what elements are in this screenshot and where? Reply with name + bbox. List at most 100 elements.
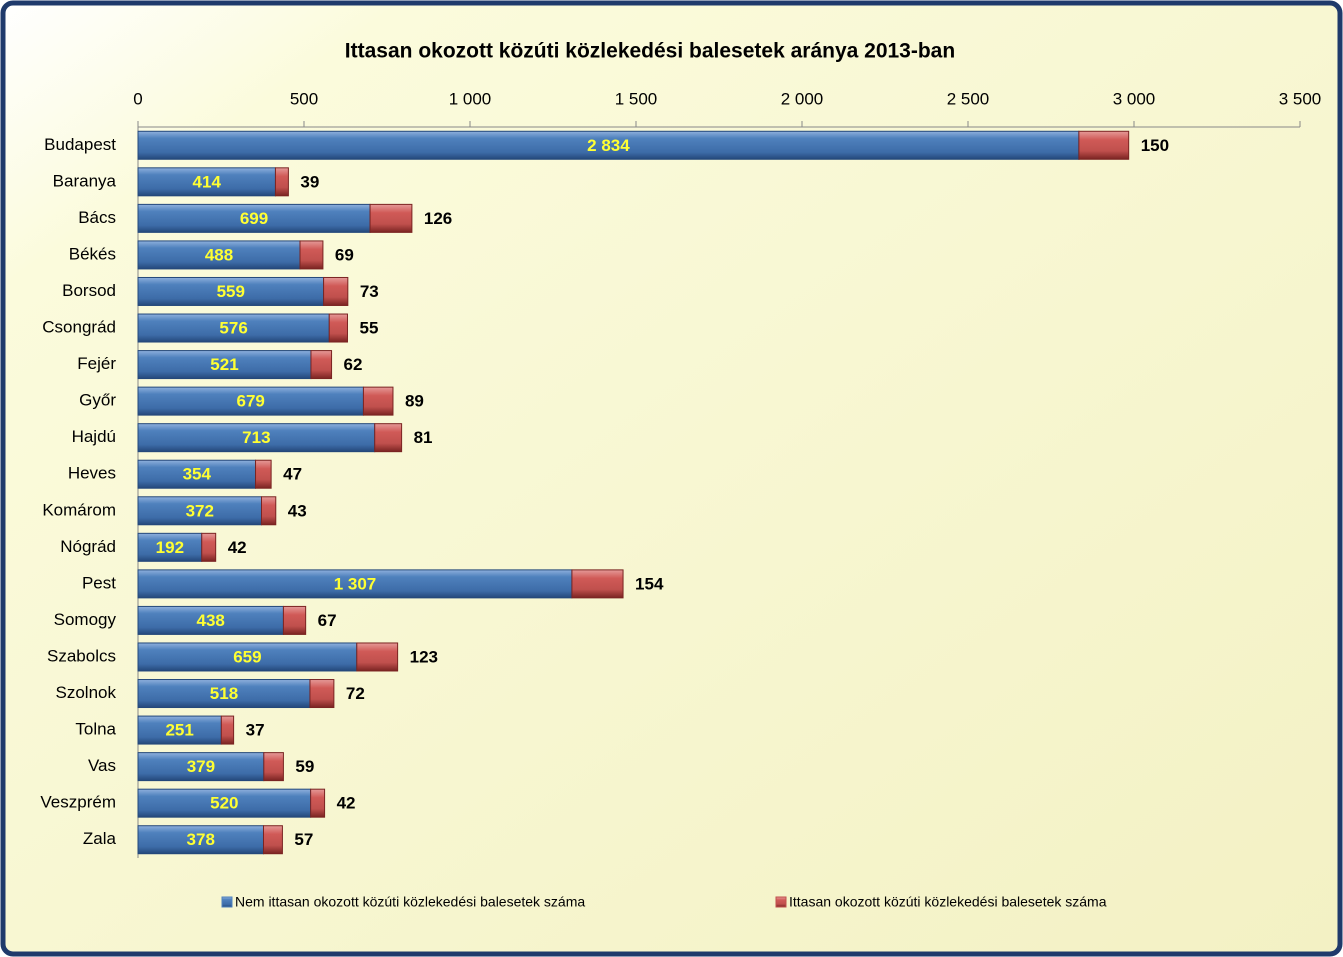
bar-segment [328,313,348,343]
data-label: 679 [237,392,265,411]
y-tick-label: Vas [88,756,116,775]
data-label: 150 [1141,136,1169,155]
data-label: 251 [165,721,193,740]
y-tick-label: Heves [68,464,116,483]
y-tick-label: Békés [69,244,116,263]
bar-segment [1078,130,1130,160]
bar-segment [137,203,371,233]
x-tick-label: 500 [290,89,318,108]
y-tick-label: Zala [83,829,117,848]
data-label: 713 [242,428,270,447]
data-label: 576 [219,319,247,338]
y-tick-label: Tolna [75,720,116,739]
data-label: 39 [300,172,319,191]
bar-segment [137,825,264,855]
y-tick-label: Hajdú [72,427,116,446]
bar-segment [201,532,217,562]
bar-segment [369,203,413,233]
bar-segment [299,240,324,270]
data-label: 521 [210,355,238,374]
bar-segment [356,642,399,672]
bar-segment [263,752,284,782]
data-label: 42 [337,794,356,813]
legend-label: Ittasan okozott közúti közlekedési bales… [789,894,1107,910]
bar-segment [137,788,312,818]
data-label: 81 [414,428,433,447]
bar-segment [310,788,326,818]
data-label: 354 [183,465,212,484]
data-label: 2 834 [587,136,630,155]
bar-segment [309,679,335,709]
data-label: 1 307 [334,574,377,593]
data-label: 72 [346,684,365,703]
bar-segment [323,276,349,306]
bar-segment [362,386,394,416]
data-label: 47 [283,465,302,484]
y-tick-label: Fejér [77,354,116,373]
y-tick-label: Győr [79,391,116,410]
y-tick-label: Csongrád [42,318,116,337]
y-tick-label: Baranya [53,171,117,190]
data-label: 192 [156,538,184,557]
data-label: 378 [187,830,215,849]
data-label: 73 [360,282,379,301]
data-label: 57 [294,830,313,849]
bar-segment [137,350,312,380]
legend-label: Nem ittasan okozott közúti közlekedési b… [235,894,585,910]
bar-segment [282,605,307,635]
data-label: 518 [210,684,238,703]
data-label: 37 [246,721,265,740]
data-label: 379 [187,757,215,776]
data-label: 659 [233,647,261,666]
bar-segment [261,496,277,526]
y-tick-label: Bács [78,208,116,227]
bar-segment [274,167,289,197]
data-label: 59 [295,757,314,776]
data-label: 55 [359,319,378,338]
data-label: 699 [240,209,268,228]
bar-segment [137,313,330,343]
data-label: 520 [210,794,238,813]
data-label: 89 [405,392,424,411]
data-label: 67 [318,611,337,630]
data-label: 42 [228,538,247,557]
bar-segment [137,167,276,197]
data-label: 123 [410,647,438,666]
bar-segment [137,605,284,635]
y-tick-label: Pest [82,573,116,592]
legend-swatch [221,896,233,908]
chart-title: Ittasan okozott közúti közlekedési bales… [345,40,955,63]
data-label: 438 [197,611,225,630]
bar-segment [137,642,358,672]
bar-segment [137,715,222,745]
bar-segment [137,423,376,453]
bar-segment [137,752,265,782]
data-label: 414 [193,172,222,191]
bar-segment [374,423,403,453]
y-tick-label: Komárom [42,500,116,519]
y-tick-label: Szabolcs [47,646,116,665]
data-label: 372 [186,501,214,520]
bar-segment [220,715,235,745]
data-label: 69 [335,245,354,264]
x-tick-label: 2 500 [947,89,990,108]
bar-segment [571,569,624,599]
x-tick-label: 3 500 [1279,89,1322,108]
x-tick-label: 1 500 [615,89,658,108]
x-tick-label: 1 000 [449,89,492,108]
bar-segment [137,679,311,709]
data-label: 62 [344,355,363,374]
bar-segment [137,276,325,306]
bar-segment [262,825,283,855]
x-tick-label: 2 000 [781,89,824,108]
y-tick-label: Szolnok [56,683,117,702]
x-tick-label: 3 000 [1113,89,1156,108]
data-label: 43 [288,501,307,520]
y-tick-label: Borsod [62,281,116,300]
y-tick-label: Somogy [54,610,117,629]
bar-segment [255,459,272,489]
data-label: 126 [424,209,452,228]
x-tick-label: 0 [133,89,142,108]
bar-segment [137,459,257,489]
